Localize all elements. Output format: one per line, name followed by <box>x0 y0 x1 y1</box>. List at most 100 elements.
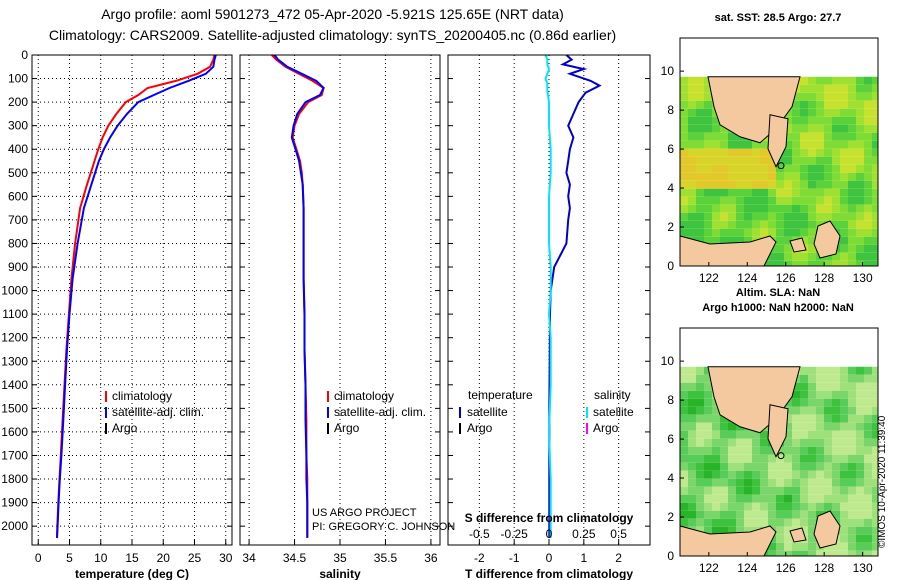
map-cell <box>856 494 864 503</box>
map-cell <box>720 212 728 221</box>
map-cell <box>808 366 816 375</box>
map-cell <box>840 188 848 197</box>
map-cell <box>856 124 864 133</box>
map-cell <box>760 180 768 189</box>
map-cell <box>800 164 808 173</box>
map-cell <box>680 204 688 213</box>
map-cell <box>696 422 704 431</box>
map-cell <box>784 518 792 527</box>
map-cell <box>784 172 792 181</box>
map-cell <box>784 470 792 479</box>
map-cell <box>864 470 872 479</box>
map-cell <box>792 156 800 165</box>
map-cell <box>832 156 840 165</box>
map-cell <box>704 438 712 447</box>
map-cell <box>800 422 808 431</box>
map-cell <box>688 100 696 109</box>
map-cell <box>872 132 878 141</box>
map-cell <box>832 100 840 109</box>
map-cell <box>760 502 768 511</box>
map-cell <box>688 196 696 205</box>
map-cell <box>840 502 848 511</box>
map-cell <box>816 414 824 423</box>
map-cell <box>864 252 872 261</box>
map-cell <box>680 422 688 431</box>
map-cell <box>792 92 800 101</box>
map-cell <box>832 188 840 197</box>
map-cell <box>712 438 720 447</box>
map-cell <box>696 196 704 205</box>
map-cell <box>760 164 768 173</box>
map-cell <box>856 470 864 479</box>
map-cell <box>840 526 848 535</box>
x-tick-label: 2 <box>615 551 622 565</box>
map-cell <box>840 84 848 93</box>
map-cell <box>720 494 728 503</box>
map-cell <box>728 188 736 197</box>
map-cell <box>712 470 720 479</box>
map-x-tick-label: 128 <box>814 271 834 285</box>
map-cell <box>792 462 800 471</box>
map-cell <box>840 180 848 189</box>
map-cell <box>864 116 872 125</box>
map-cell <box>784 148 792 157</box>
map-cell <box>864 494 872 503</box>
map-cell <box>816 430 824 439</box>
map-cell <box>856 148 864 157</box>
map-cell <box>824 382 832 391</box>
map-cell <box>696 518 704 527</box>
map-cell <box>696 108 704 117</box>
map-cell <box>712 180 720 189</box>
map-cell <box>744 438 752 447</box>
map-cell <box>824 124 832 133</box>
map-cell <box>768 478 776 487</box>
map-cell <box>856 542 864 551</box>
map-cell <box>824 156 832 165</box>
map-cell <box>824 366 832 375</box>
map-cell <box>824 84 832 93</box>
map-cell <box>872 390 878 399</box>
map-cell <box>728 140 736 149</box>
map-cell <box>800 252 808 261</box>
map-cell <box>712 478 720 487</box>
map-cell <box>864 180 872 189</box>
map-cell <box>864 382 872 391</box>
map-cell <box>864 172 872 181</box>
map-cell <box>848 438 856 447</box>
map-cell <box>704 374 712 383</box>
map-cell <box>744 236 752 245</box>
map-cell <box>792 518 800 527</box>
map-cell <box>816 390 824 399</box>
map-cell <box>688 156 696 165</box>
map-cell <box>816 454 824 463</box>
map-cell <box>792 502 800 511</box>
map-cell <box>792 204 800 213</box>
map-cell <box>864 244 872 253</box>
map-cell <box>728 518 736 527</box>
map-x-tick-label: 128 <box>814 561 834 575</box>
map-cell <box>856 398 864 407</box>
legend-climatology: climatology <box>112 389 172 403</box>
map-cell <box>784 510 792 519</box>
map-cell <box>736 180 744 189</box>
series-line-temperature-satellite <box>548 54 602 538</box>
map-cell <box>760 156 768 165</box>
map-cell <box>720 518 728 527</box>
map-cell <box>800 390 808 399</box>
map-cell <box>696 212 704 221</box>
map-cell <box>736 494 744 503</box>
map-cell <box>736 454 744 463</box>
map-cell <box>792 510 800 519</box>
map-cell <box>696 502 704 511</box>
s-tick-label: -0.5 <box>469 527 490 541</box>
y-tick-label: 300 <box>8 119 28 133</box>
map-border <box>679 37 879 267</box>
map-cell <box>848 398 856 407</box>
map-cell <box>784 244 792 253</box>
map-cell <box>800 414 808 423</box>
map-cell <box>832 494 840 503</box>
map-cell <box>728 164 736 173</box>
map-cell <box>712 236 720 245</box>
map-cell <box>856 236 864 245</box>
map-cell <box>816 366 824 375</box>
